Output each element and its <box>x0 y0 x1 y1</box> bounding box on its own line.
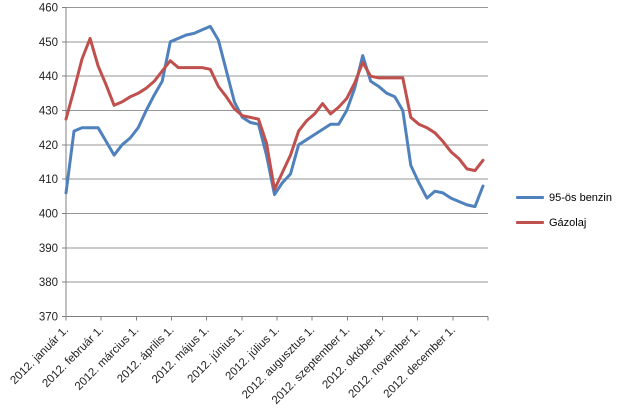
y-axis-label: 420 <box>39 140 58 152</box>
legend-line-gazolaj-icon <box>516 221 544 224</box>
x-axis-label: 2012. január 1. <box>8 324 71 387</box>
series-line-gazolaj[interactable] <box>64 36 485 191</box>
y-axis-label: 460 <box>39 3 58 15</box>
legend-item-gazolaj[interactable]: Gázolaj <box>516 210 612 235</box>
y-axis-label: 400 <box>39 209 58 221</box>
legend-label-benzin: 95-ös benzin <box>549 191 612 204</box>
legend-item-benzin[interactable]: 95-ös benzin <box>516 185 612 210</box>
y-axis-label: 380 <box>39 277 58 289</box>
legend: 95-ös benzin Gázolaj <box>516 185 612 235</box>
y-axis-label: 370 <box>39 312 58 324</box>
y-axis-label: 410 <box>39 174 58 186</box>
y-axis-label: 450 <box>39 37 58 49</box>
x-axis-label: 2012. október 1. <box>320 324 387 391</box>
y-axis-label: 440 <box>39 71 58 83</box>
y-axis-label: 390 <box>39 243 58 255</box>
legend-label-gazolaj: Gázolaj <box>549 216 587 229</box>
series-line-benzin[interactable] <box>64 24 485 209</box>
y-axis-label: 430 <box>39 106 58 118</box>
legend-line-benzin-icon <box>516 196 544 199</box>
x-axis-label: 2012. március 1. <box>73 324 142 393</box>
x-axis-label: 2012. február 1. <box>40 324 106 390</box>
